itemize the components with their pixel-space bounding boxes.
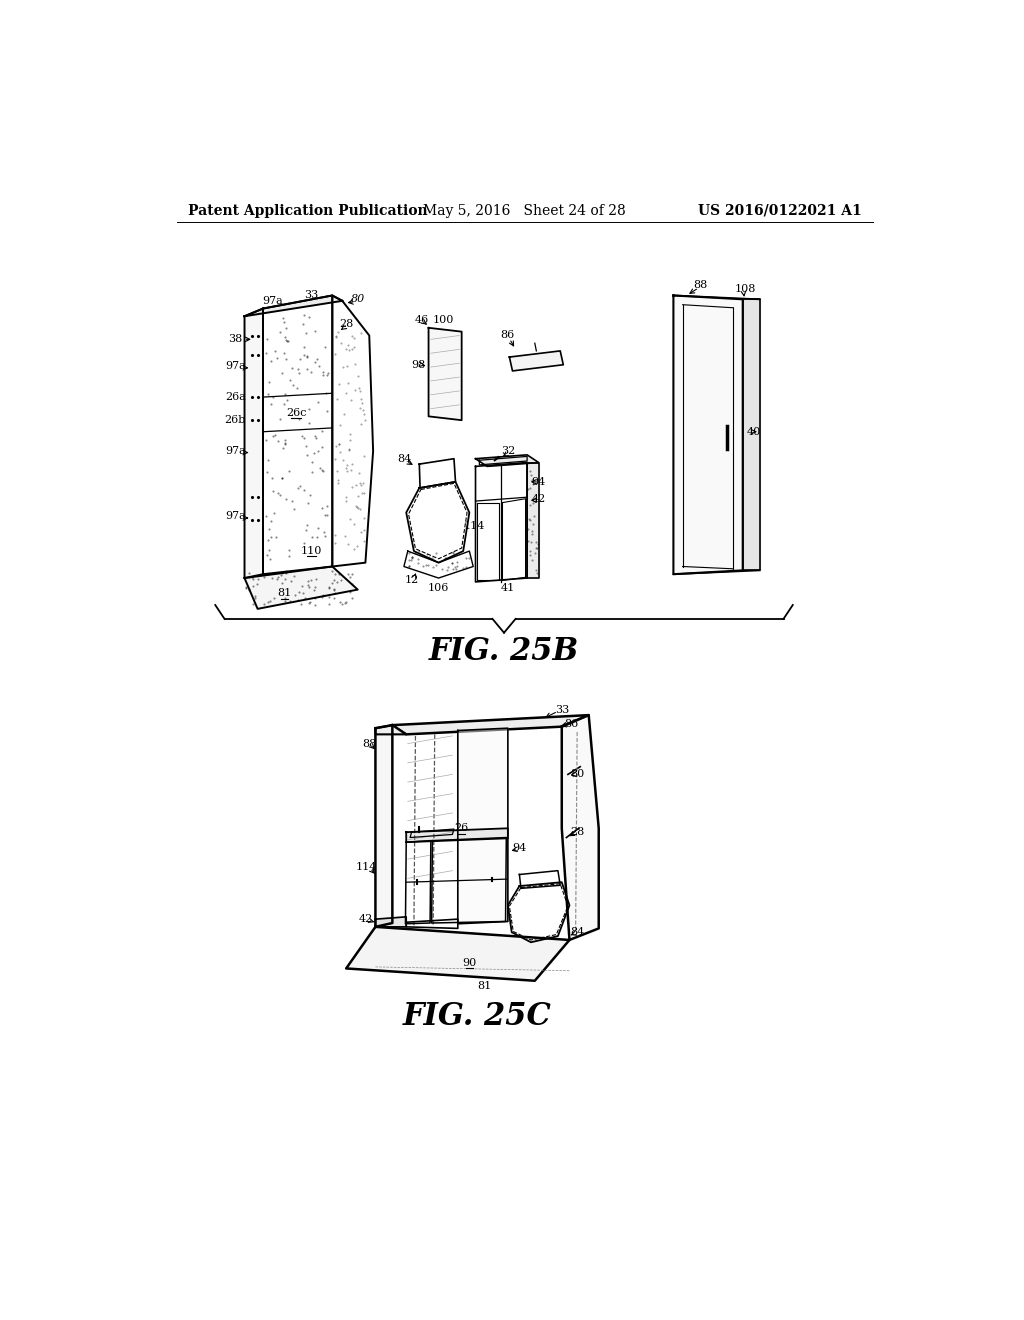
Polygon shape — [509, 351, 563, 371]
Text: May 5, 2016   Sheet 24 of 28: May 5, 2016 Sheet 24 of 28 — [424, 203, 626, 218]
Text: 42: 42 — [531, 494, 546, 504]
Text: 98: 98 — [412, 360, 426, 370]
Text: 81: 81 — [477, 981, 492, 991]
Text: 86: 86 — [501, 330, 515, 341]
Text: 86: 86 — [564, 718, 579, 729]
Polygon shape — [376, 725, 407, 734]
Text: 88: 88 — [362, 739, 377, 748]
Text: 114: 114 — [463, 521, 484, 532]
Text: 28: 28 — [570, 828, 585, 837]
Text: FIG. 25C: FIG. 25C — [402, 1002, 552, 1032]
Text: 100: 100 — [432, 315, 454, 325]
Text: 94: 94 — [512, 842, 526, 853]
Text: 40: 40 — [748, 426, 762, 437]
Polygon shape — [407, 829, 508, 842]
Text: 106: 106 — [428, 583, 450, 593]
Text: 28: 28 — [339, 319, 353, 329]
Polygon shape — [376, 917, 407, 927]
Text: 108: 108 — [734, 284, 756, 294]
Polygon shape — [245, 309, 263, 578]
Text: 90: 90 — [462, 958, 476, 968]
Text: 42: 42 — [359, 915, 374, 924]
Text: 110: 110 — [301, 546, 323, 556]
Text: US 2016/0122021 A1: US 2016/0122021 A1 — [698, 203, 862, 218]
Polygon shape — [562, 715, 599, 940]
Text: 12: 12 — [404, 576, 419, 585]
Text: 41: 41 — [501, 583, 515, 593]
Text: 88: 88 — [693, 280, 708, 289]
Text: 94: 94 — [531, 477, 546, 487]
Text: 46: 46 — [415, 315, 429, 325]
Text: 97a: 97a — [225, 511, 246, 521]
Polygon shape — [475, 455, 539, 466]
Text: 84: 84 — [396, 454, 411, 463]
Text: Patent Application Publication: Patent Application Publication — [188, 203, 428, 218]
Text: 26c: 26c — [286, 408, 306, 417]
Text: 32: 32 — [501, 446, 515, 455]
Text: 26b: 26b — [224, 416, 246, 425]
Text: 38: 38 — [228, 334, 243, 345]
Text: 33: 33 — [304, 290, 318, 301]
Text: 84: 84 — [570, 927, 585, 937]
Text: 26a: 26a — [225, 392, 246, 403]
Polygon shape — [245, 296, 342, 317]
Polygon shape — [458, 729, 508, 924]
Text: FIG. 25B: FIG. 25B — [429, 636, 580, 667]
Polygon shape — [376, 725, 392, 927]
Polygon shape — [245, 566, 357, 609]
Text: 97a: 97a — [225, 446, 246, 455]
Text: 33: 33 — [555, 705, 569, 714]
Text: 114: 114 — [355, 862, 377, 871]
Polygon shape — [674, 296, 742, 574]
Polygon shape — [742, 300, 760, 570]
Polygon shape — [527, 462, 539, 578]
Text: 81: 81 — [278, 589, 292, 598]
Text: 97a: 97a — [225, 362, 246, 371]
Text: 97a: 97a — [262, 296, 284, 306]
Text: 80: 80 — [350, 294, 365, 305]
Polygon shape — [346, 927, 569, 981]
Polygon shape — [392, 715, 589, 734]
Text: 26: 26 — [455, 824, 469, 833]
Text: 80: 80 — [570, 770, 585, 779]
Polygon shape — [429, 327, 462, 420]
